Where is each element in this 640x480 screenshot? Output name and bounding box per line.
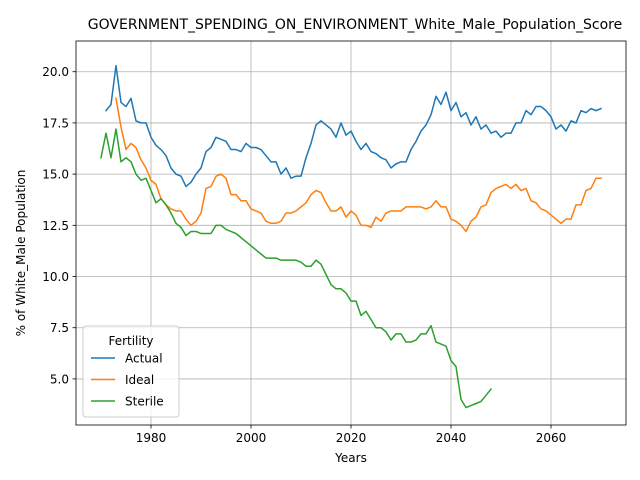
legend-label-ideal: Ideal — [125, 373, 154, 387]
legend-box — [82, 325, 180, 418]
x-tick-label: 2020 — [336, 431, 367, 445]
legend: Fertility Actual Ideal Sterile — [82, 325, 180, 418]
x-tick-label: 2040 — [436, 431, 467, 445]
x-tick-label: 2060 — [536, 431, 567, 445]
x-tick-label: 1980 — [136, 431, 167, 445]
series-lines — [100, 64, 602, 409]
chart-title: GOVERNMENT_SPENDING_ON_ENVIRONMENT_White… — [88, 17, 622, 33]
y-tick-label: 5.0 — [50, 372, 69, 386]
y-axis-label: % of White_Male Population — [14, 170, 28, 337]
x-axis-label: Years — [334, 451, 367, 465]
y-tick-label: 15.0 — [42, 168, 69, 182]
axes: 1980 2000 2020 2040 2060 5.0 7.5 10.0 12.5 15.0 17… — [42, 40, 627, 445]
grid — [76, 41, 626, 425]
series-line-actual — [104, 64, 602, 188]
legend-title: Fertility — [108, 334, 153, 348]
legend-label-actual: Actual — [125, 352, 163, 366]
y-tick-label: 17.5 — [42, 116, 69, 130]
series-line-sterile — [100, 128, 493, 409]
x-tick-label: 2000 — [236, 431, 267, 445]
y-tick-label: 7.5 — [50, 321, 69, 335]
y-tick-label: 20.0 — [42, 65, 69, 79]
series-line-ideal — [115, 97, 602, 233]
plot-frame — [75, 40, 627, 426]
y-tick-label: 12.5 — [42, 219, 69, 233]
legend-label-sterile: Sterile — [125, 395, 164, 409]
y-tick-label: 10.0 — [42, 270, 69, 284]
